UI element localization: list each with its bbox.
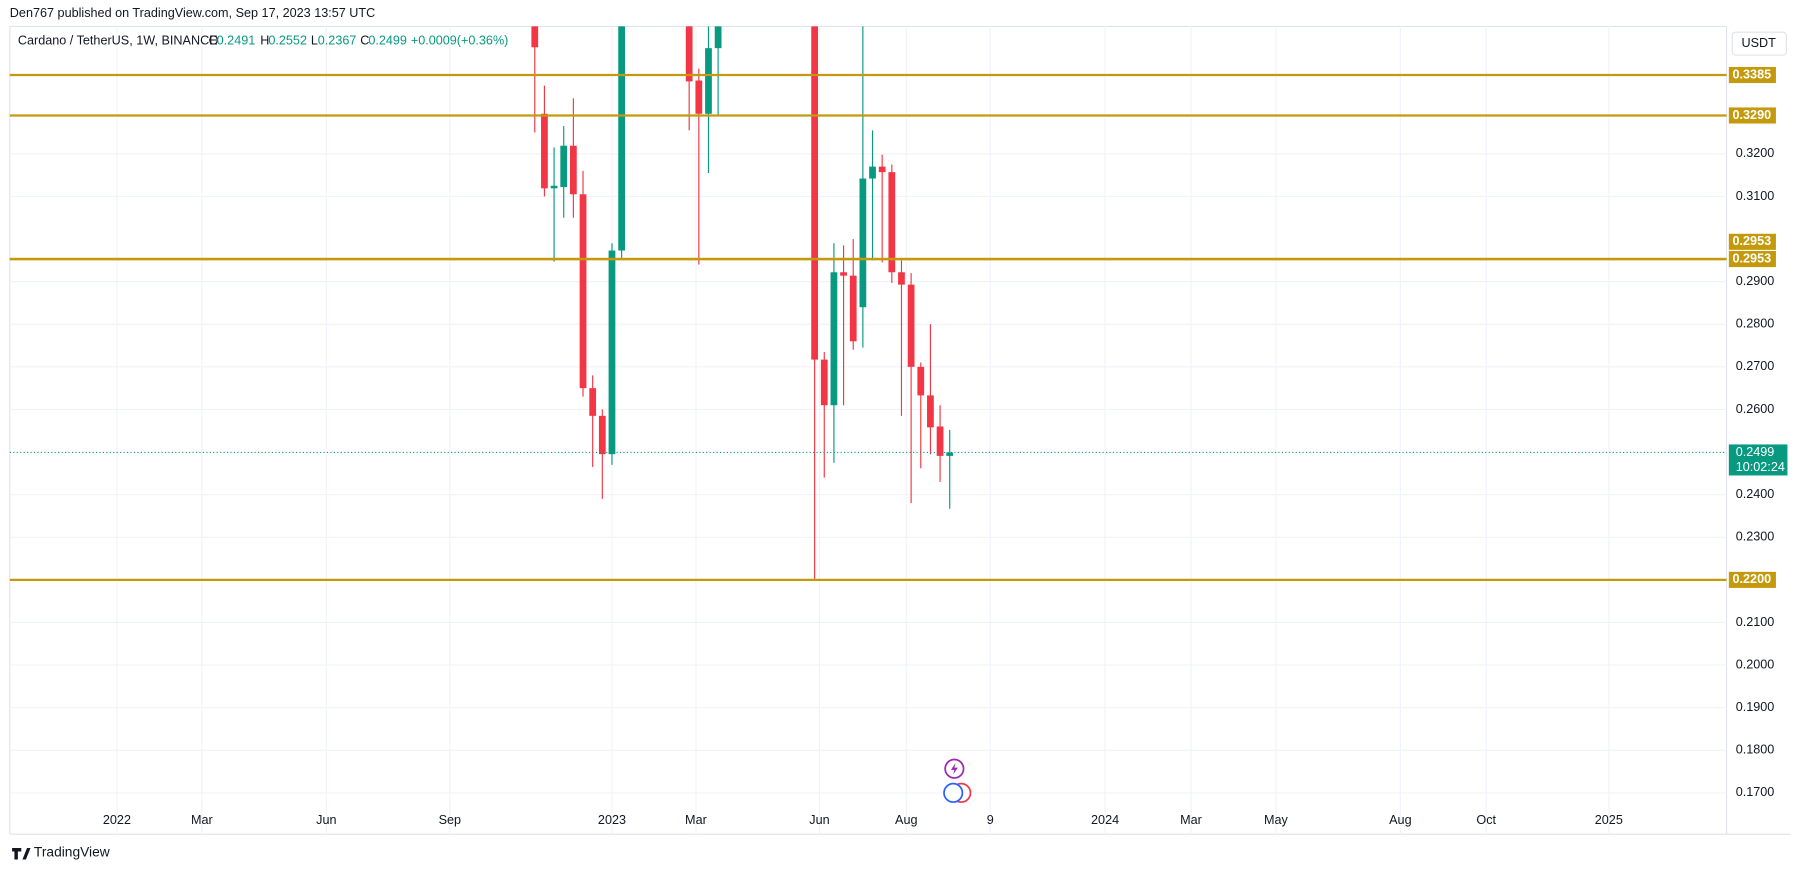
level-label-bg [1728, 107, 1776, 124]
low-label: L [311, 34, 318, 48]
tv-logo [12, 848, 31, 860]
low-value: 0.2367 [318, 34, 357, 48]
high-value: 0.2552 [268, 34, 307, 48]
candle-body [927, 395, 934, 428]
x-tick-label: Mar [685, 813, 707, 827]
candle-body [598, 415, 606, 455]
candle-body [859, 178, 867, 308]
event-icon[interactable] [943, 782, 964, 803]
level-label-bg [1728, 233, 1776, 250]
x-tick-label: Aug [1389, 813, 1411, 827]
event-icons[interactable] [943, 758, 972, 803]
y-tick-label: 0.1800 [1736, 743, 1775, 757]
y-tick-label: 0.3100 [1736, 189, 1775, 203]
level-label: 0.3290 [1733, 108, 1772, 122]
candle-body [714, 26, 722, 49]
candle-body [531, 26, 539, 48]
candle-body [589, 388, 597, 416]
candle-body [579, 194, 587, 389]
candle-body [685, 26, 693, 82]
x-tick-label: Jun [809, 813, 829, 827]
x-tick-label: Aug [895, 813, 917, 827]
x-tick-label: Oct [1476, 813, 1496, 827]
candle-body [541, 113, 548, 189]
candle-body [869, 166, 876, 179]
candle-body [888, 172, 896, 273]
y-tick-label: 0.2000 [1736, 657, 1775, 671]
x-tick-label: 2022 [103, 813, 131, 827]
open-value: 0.2491 [217, 34, 256, 48]
candle-body [907, 284, 915, 367]
candle-body [878, 166, 886, 173]
footer: TradingView [34, 844, 110, 859]
candle-body [936, 426, 944, 456]
y-tick-label: 0.3200 [1736, 146, 1775, 160]
y-tick-label: 0.1900 [1736, 700, 1775, 714]
candle-body [898, 272, 905, 285]
candle-body [608, 250, 616, 455]
y-tick-label: 0.2700 [1736, 359, 1775, 373]
x-tick-label: 2023 [598, 813, 626, 827]
level-label-bg [1728, 571, 1776, 588]
y-tick-label: 0.2900 [1736, 274, 1775, 288]
candle-body [695, 80, 703, 114]
x-tick-label: 9 [987, 813, 994, 827]
event-icon-bolt [950, 762, 958, 775]
candle-body [618, 26, 625, 251]
x-tick-label: May [1264, 813, 1289, 827]
x-tick-label: Jun [316, 813, 336, 827]
level-label: 0.2953 [1733, 234, 1772, 248]
candle-body [917, 366, 925, 396]
candle-body [840, 272, 847, 276]
currency[interactable]: USDT [1742, 36, 1777, 50]
y-tick-label: 0.2100 [1736, 615, 1775, 629]
x-tick-label: 2024 [1091, 813, 1119, 827]
close-label: C [360, 34, 369, 48]
symbol-title: Cardano / TetherUS, 1W, BINANCE [18, 34, 218, 48]
level-label-bg [1728, 66, 1776, 84]
y-tick-label: 0.2600 [1736, 402, 1775, 416]
y-tick-label: 0.2800 [1736, 317, 1775, 331]
level-label: 0.2953 [1733, 251, 1772, 265]
level-label: 0.3385 [1733, 67, 1772, 81]
x-tick-label: 2025 [1595, 813, 1623, 827]
last-price-label: 0.2499 [1736, 445, 1775, 459]
candle-body [569, 145, 577, 195]
open-label: O [209, 34, 219, 48]
y-tick-label: 0.2300 [1736, 530, 1775, 544]
candle-body [705, 48, 712, 114]
y-tick-label: 0.1700 [1736, 785, 1775, 799]
candle-body [550, 185, 558, 189]
close-value: 0.2499 [368, 34, 407, 48]
last-price-bg [1728, 444, 1788, 476]
currency-button[interactable] [1731, 31, 1787, 56]
countdown: 10:02:24 [1736, 460, 1785, 474]
header: Den767 published on TradingView.com, Sep… [10, 6, 375, 20]
y-tick-label: 0.2400 [1736, 487, 1775, 501]
candle-body [830, 272, 838, 406]
high-label: H [260, 34, 269, 48]
change-value: +0.0009 [411, 34, 457, 48]
candle-body [946, 452, 954, 456]
x-tick-label: Sep [439, 813, 461, 827]
change-percent: (+0.36%) [457, 34, 509, 48]
level-label: 0.2200 [1733, 572, 1772, 586]
level-label-bg [1728, 251, 1776, 268]
candle-body [820, 359, 828, 406]
x-tick-label: Mar [191, 813, 213, 827]
candle-body [811, 26, 818, 360]
candle-body [849, 275, 857, 342]
x-tick-label: Mar [1180, 813, 1202, 827]
candle-body [560, 145, 568, 188]
